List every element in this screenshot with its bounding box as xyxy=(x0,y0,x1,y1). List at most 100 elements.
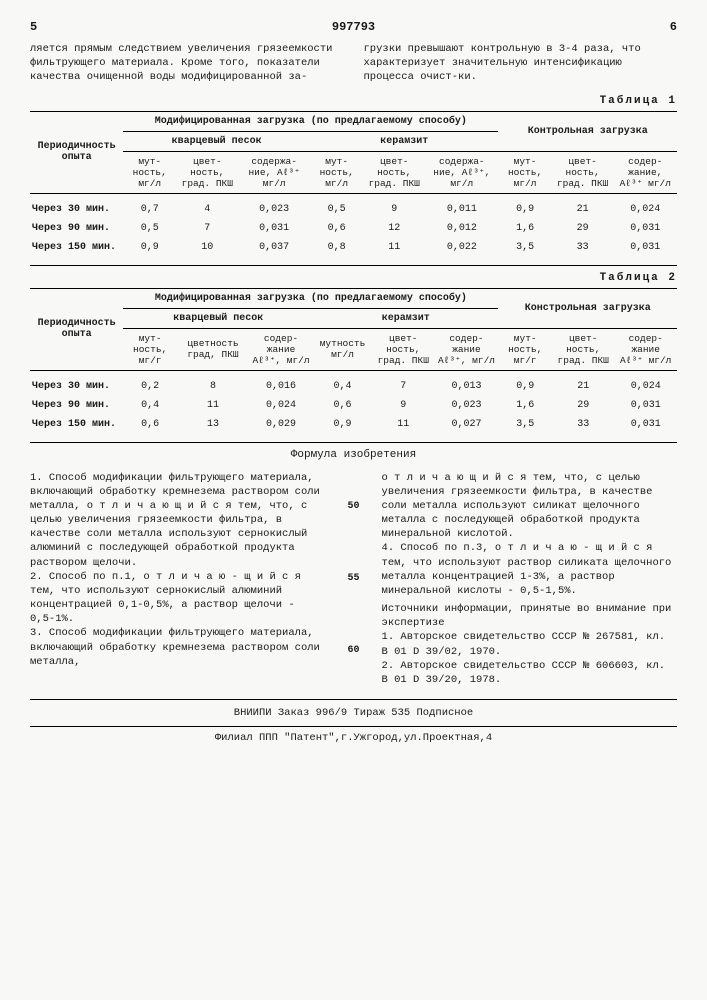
cell: 0,031 xyxy=(614,238,677,257)
table-row: Через 30 мин.0,280,0160,470,0130,9210,02… xyxy=(30,370,677,396)
cell: 0,4 xyxy=(313,370,372,396)
cell: 0,029 xyxy=(249,415,313,434)
cell: 0,022 xyxy=(425,238,498,257)
formula-left-2: 3. Способ модификации фильтрующего матер… xyxy=(30,626,326,669)
t2-group2: Констрольная загрузка xyxy=(498,288,677,328)
cell: 0,031 xyxy=(614,219,677,238)
cell: 9 xyxy=(372,396,434,415)
page-header: 5 997793 6 xyxy=(30,20,677,34)
footer-line2: Филиал ППП "Патент",г.Ужгород,ул.Проектн… xyxy=(30,731,677,747)
table2: Периодичность опыта Модифицированная заг… xyxy=(30,288,677,434)
table-row: Через 30 мин.0,740,0230,590,0110,9210,02… xyxy=(30,193,677,219)
table1: Периодичность опыта Модифицированная заг… xyxy=(30,111,677,257)
table-row: Через 150 мин.0,9100,0370,8110,0223,5330… xyxy=(30,238,677,257)
t1-l0: мут-ность, мг/л xyxy=(123,151,176,193)
formula-right-0: о т л и ч а ю щ и й с я тем, что, с цель… xyxy=(382,471,678,542)
cell: 0,4 xyxy=(123,396,177,415)
cell: 0,6 xyxy=(123,415,177,434)
t2-l2: содер-жание Аℓ³⁺, мг/л xyxy=(249,328,313,370)
t1-group2: Контрольная загрузка xyxy=(498,111,677,151)
cell: 0,023 xyxy=(238,193,310,219)
cell: 1,6 xyxy=(498,219,551,238)
t1-sub2: керамзит xyxy=(310,131,498,151)
cell: 0,024 xyxy=(614,193,677,219)
t1-group1: Модифицированная загрузка (по предлагаем… xyxy=(123,111,498,131)
footer-line1: ВНИИПИ Заказ 996/9 Тираж 535 Подписное xyxy=(30,706,677,722)
ln-55: 55 xyxy=(344,572,364,586)
cell: 0,016 xyxy=(249,370,313,396)
t1-l5: содержа-ние, Аℓ³⁺, мг/л xyxy=(425,151,498,193)
cell: 0,9 xyxy=(498,193,551,219)
t1-l8: содер-жание, Аℓ³⁺ мг/л xyxy=(614,151,677,193)
table-row: Через 90 мин.0,4110,0240,690,0231,6290,0… xyxy=(30,396,677,415)
cell: 10 xyxy=(176,238,238,257)
cell: 33 xyxy=(552,415,614,434)
t2-sub2: керамзит xyxy=(313,308,498,328)
page-left: 5 xyxy=(30,20,37,34)
table-row: Через 90 мин.0,570,0310,6120,0121,6290,0… xyxy=(30,219,677,238)
row-period: Через 90 мин. xyxy=(30,219,123,238)
cell: 0,023 xyxy=(434,396,498,415)
t2-col1: Периодичность опыта xyxy=(30,288,123,370)
table2-caption: Таблица 2 xyxy=(30,272,677,284)
cell: 0,031 xyxy=(614,396,677,415)
cell: 0,7 xyxy=(123,193,176,219)
cell: 29 xyxy=(552,396,614,415)
t1-sub1: кварцевый песок xyxy=(123,131,310,151)
cell: 21 xyxy=(552,193,614,219)
ln-60: 60 xyxy=(344,644,364,658)
formula-right: о т л и ч а ю щ и й с я тем, что, с цель… xyxy=(382,471,678,688)
cell: 0,013 xyxy=(434,370,498,396)
intro-right: грузки превышают контрольную в 3-4 раза,… xyxy=(364,42,678,85)
t2-l4: цвет-ность, град. ПКШ xyxy=(372,328,434,370)
page-center: 997793 xyxy=(332,20,375,34)
formula-right-4: 2. Авторское свидетельство СССР № 606603… xyxy=(382,659,678,687)
t1-l4: цвет-ность, град. ПКШ xyxy=(363,151,425,193)
t1-l7: цвет-ность, град. ПКШ xyxy=(552,151,614,193)
cell: 0,011 xyxy=(425,193,498,219)
row-period: Через 30 мин. xyxy=(30,370,123,396)
footer: ВНИИПИ Заказ 996/9 Тираж 535 Подписное Ф… xyxy=(30,699,677,747)
formula-right-2: Источники информации, принятые во вниман… xyxy=(382,602,678,630)
cell: 9 xyxy=(363,193,425,219)
cell: 21 xyxy=(552,370,614,396)
cell: 0,012 xyxy=(425,219,498,238)
cell: 0,5 xyxy=(310,193,363,219)
cell: 8 xyxy=(177,370,249,396)
t1-col1: Периодичность опыта xyxy=(30,111,123,193)
cell: 33 xyxy=(552,238,614,257)
cell: 12 xyxy=(363,219,425,238)
t2-l5: содер-жание Аℓ³⁺, мг/л xyxy=(434,328,498,370)
cell: 1,6 xyxy=(498,396,552,415)
table-row: Через 150 мин.0,6130,0290,9110,0273,5330… xyxy=(30,415,677,434)
cell: 0,9 xyxy=(498,370,552,396)
cell: 7 xyxy=(176,219,238,238)
t1-l1: цвет-ность, град. ПКШ xyxy=(176,151,238,193)
cell: 3,5 xyxy=(498,415,552,434)
row-period: Через 30 мин. xyxy=(30,193,123,219)
t2-l8: содер-жание Аℓ³⁺ мг/л xyxy=(614,328,677,370)
t2-l6: мут-ность, мг/г xyxy=(498,328,552,370)
t2-l0: мут-ность, мг/г xyxy=(123,328,177,370)
cell: 0,9 xyxy=(313,415,372,434)
t1-l3: мут-ность, мг/л xyxy=(310,151,363,193)
formula-left-0: 1. Способ модификации фильтрующего матер… xyxy=(30,471,326,570)
cell: 0,9 xyxy=(123,238,176,257)
cell: 11 xyxy=(177,396,249,415)
cell: 4 xyxy=(176,193,238,219)
page-right: 6 xyxy=(670,20,677,34)
cell: 11 xyxy=(372,415,434,434)
cell: 0,031 xyxy=(614,415,677,434)
ln-50: 50 xyxy=(344,500,364,514)
formula-section: 1. Способ модификации фильтрующего матер… xyxy=(30,471,677,688)
t1-l6: мут-ность, мг/л xyxy=(498,151,551,193)
cell: 7 xyxy=(372,370,434,396)
cell: 0,024 xyxy=(249,396,313,415)
formula-left: 1. Способ модификации фильтрующего матер… xyxy=(30,471,326,688)
cell: 0,027 xyxy=(434,415,498,434)
t2-l1: цветность град, ПКШ xyxy=(177,328,249,370)
table1-caption: Таблица 1 xyxy=(30,95,677,107)
cell: 13 xyxy=(177,415,249,434)
cell: 29 xyxy=(552,219,614,238)
t2-sub1: кварцевый песок xyxy=(123,308,313,328)
